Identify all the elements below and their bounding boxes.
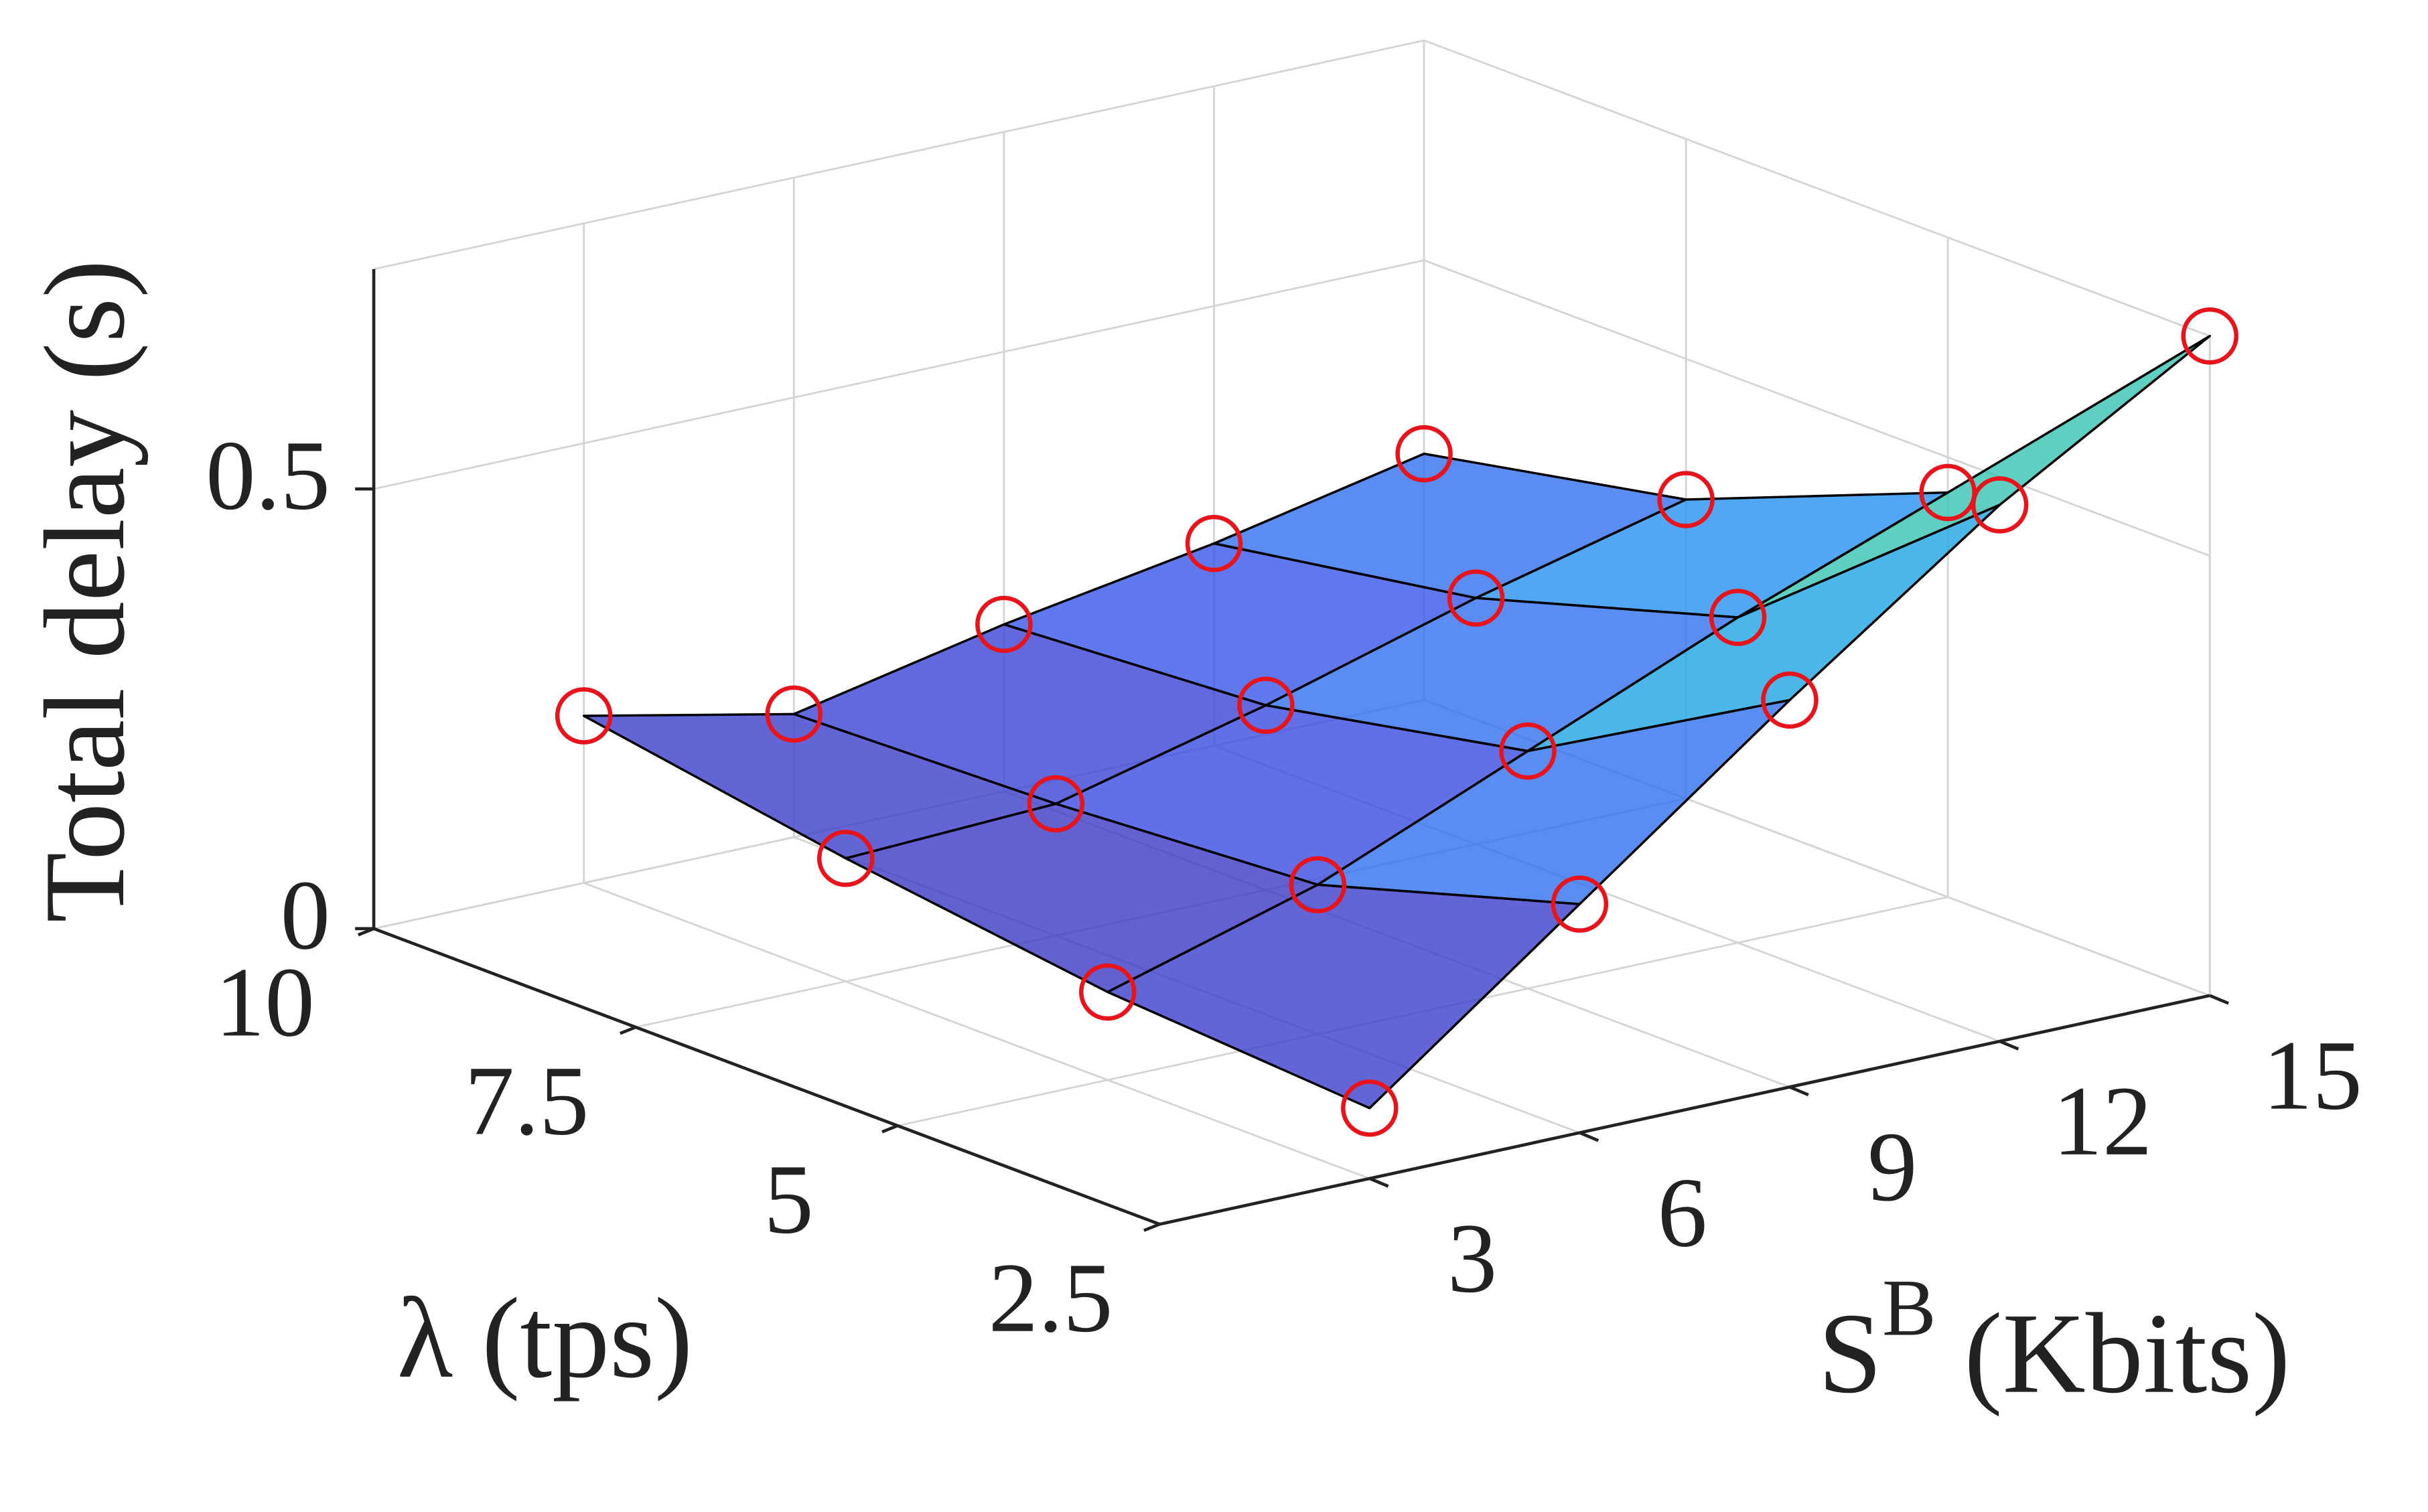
- x-tick: [1368, 1177, 1389, 1188]
- data-point: [1551, 875, 1609, 933]
- data-point: [1027, 775, 1085, 833]
- data-point: [1289, 856, 1347, 913]
- x-axis-line: [1159, 994, 2210, 1226]
- data-point: [1185, 514, 1243, 573]
- x-tick: [1579, 1131, 1599, 1142]
- surface: [582, 335, 2211, 1110]
- data-point: [2181, 307, 2238, 365]
- x-tick: [1999, 1039, 2019, 1051]
- y-tick: [1143, 1223, 1161, 1232]
- data-point: [1761, 671, 1818, 729]
- y-axis-label: λ (tps): [397, 1275, 693, 1402]
- x-axis-label: SB (Kbits): [1818, 1263, 2290, 1418]
- data-point: [1341, 1079, 1399, 1137]
- data-point: [1657, 471, 1715, 528]
- data-point: [1447, 569, 1505, 627]
- y-tick: [881, 1124, 899, 1134]
- y-tick: [620, 1025, 636, 1035]
- y-tick-label: 2.5: [989, 1243, 1113, 1353]
- z-tick-label: 0.5: [206, 421, 330, 531]
- box-edge: [373, 40, 1425, 271]
- markers: [555, 307, 2238, 1137]
- x-tick: [2209, 994, 2230, 1005]
- y-tick-label: 7.5: [465, 1047, 589, 1156]
- surface-face: [1736, 335, 2211, 619]
- y-axis-line: [373, 927, 1161, 1226]
- grid-line: [373, 259, 1425, 490]
- surface-face: [1106, 883, 1581, 1110]
- data-point: [1499, 722, 1557, 780]
- x-axis-label-base: S: [1818, 1290, 1882, 1418]
- z-axis-label: Total delay (s): [21, 260, 149, 923]
- x-tick-label: 3: [1447, 1204, 1497, 1314]
- x-axis-label-suffix: (Kbits): [1964, 1290, 2290, 1418]
- box-edge: [1423, 40, 2210, 337]
- x-tick-label: 12: [2053, 1067, 2153, 1177]
- data-point: [1395, 425, 1453, 483]
- data-point: [1709, 589, 1767, 646]
- z-tick-label: 0: [281, 860, 330, 970]
- x-tick-label: 6: [1658, 1158, 1707, 1268]
- data-point: [1919, 463, 1977, 522]
- y-tick-label: 5: [764, 1145, 813, 1255]
- data-point: [1237, 676, 1295, 735]
- data-point: [555, 687, 613, 745]
- labels: Total delay (s) λ (tps) SB (Kbits): [21, 260, 2290, 1418]
- data-point: [975, 595, 1033, 654]
- grid-line: [1423, 259, 2210, 557]
- grid-line: [583, 882, 1370, 1180]
- data-point: [765, 685, 823, 743]
- x-axis-label-superscript: B: [1882, 1263, 1936, 1353]
- x-tick: [1789, 1085, 1809, 1097]
- x-tick-label: 9: [1867, 1112, 1917, 1222]
- axes: 0 0.5 2.5 5 7.5 10 3 6 9 12 15: [206, 269, 2362, 1353]
- y-tick: [357, 927, 374, 937]
- y-tick-label: 10: [215, 948, 315, 1057]
- data-point: [816, 830, 875, 887]
- data-point: [1079, 963, 1137, 1021]
- x-tick-label: 15: [2263, 1021, 2362, 1131]
